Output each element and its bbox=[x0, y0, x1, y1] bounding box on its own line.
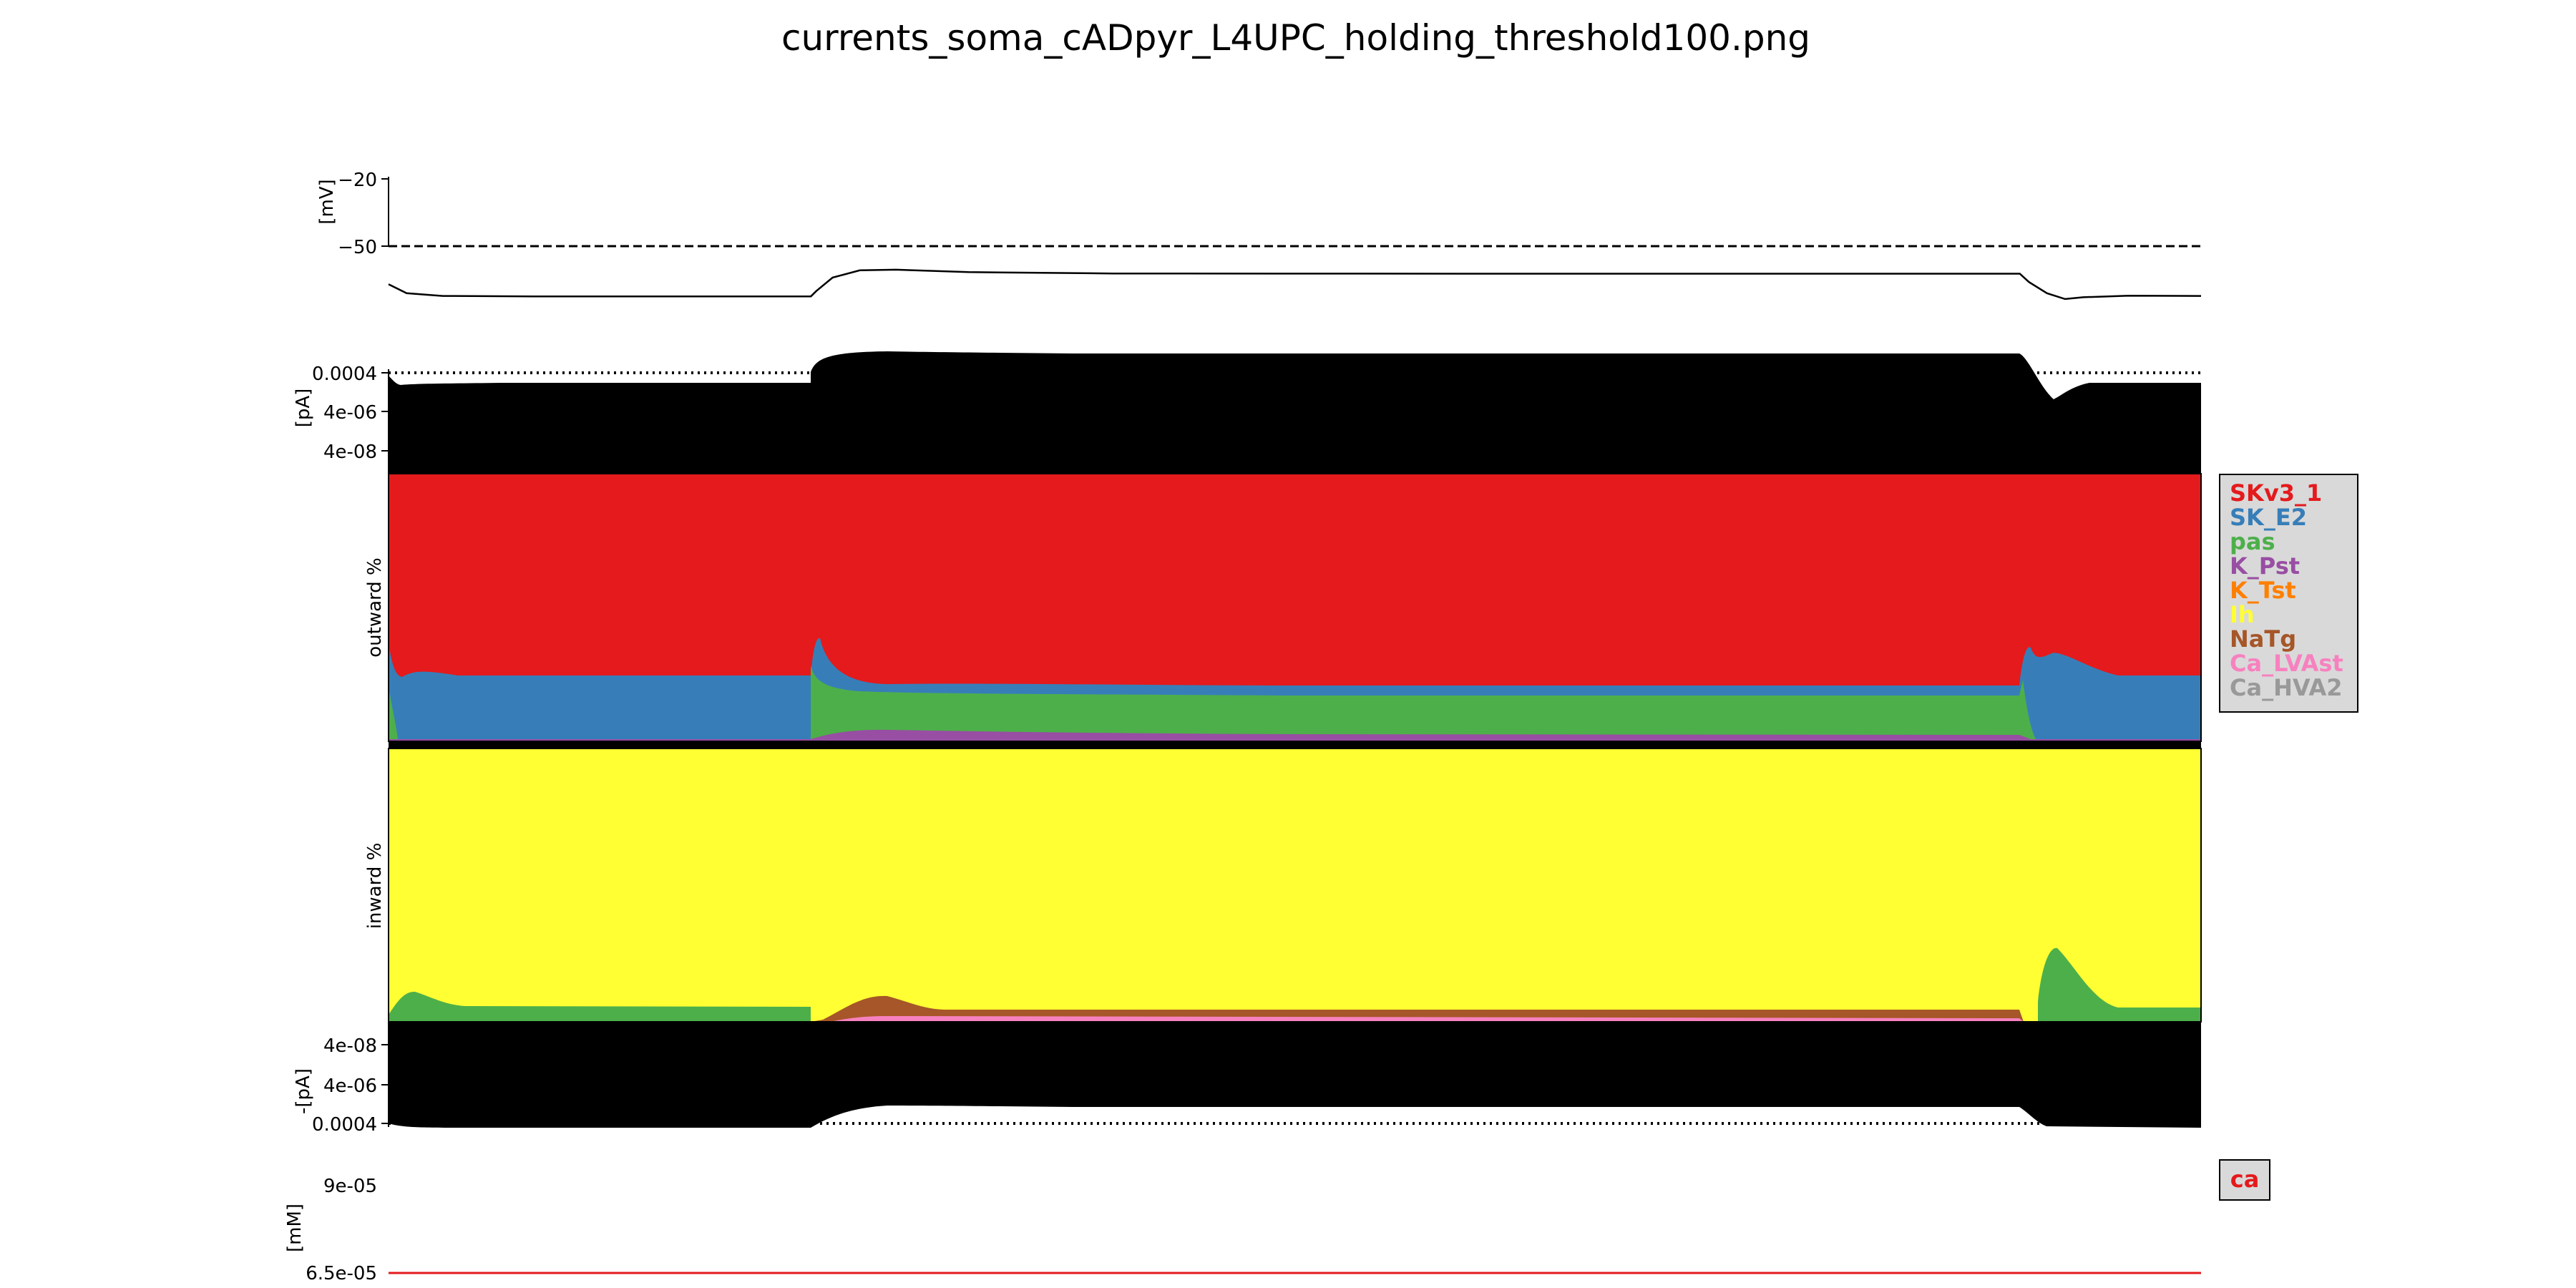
legend-item-Ca_LVAst: Ca_LVAst bbox=[2230, 650, 2343, 677]
series-Ih-area bbox=[389, 748, 2201, 1022]
legend-item-Ih: Ih bbox=[2230, 601, 2255, 628]
calcium-y-label: [mM] bbox=[284, 1204, 306, 1252]
series-pas-inward-area bbox=[389, 991, 811, 1022]
legend-item-K_Pst: K_Pst bbox=[2230, 552, 2300, 580]
ca-legend: ca bbox=[2219, 1159, 2270, 1201]
outward-percent-panel: outward % bbox=[364, 473, 2202, 742]
inward-tick-label: 4e-06 bbox=[323, 1075, 377, 1097]
legend-item-pas: pas bbox=[2230, 528, 2275, 555]
ca-legend-frame bbox=[2219, 1159, 2270, 1201]
outward-y-label: [pA] bbox=[293, 389, 314, 428]
calcium-tick-label: 6.5e-05 bbox=[306, 1263, 377, 1284]
calcium-panel: 9e-05 6.5e-05 [mM] bbox=[284, 1176, 2201, 1284]
outward-tick-label: 4e-08 bbox=[323, 441, 377, 463]
outward-total-area bbox=[389, 351, 2201, 474]
legend-frame bbox=[2219, 474, 2358, 713]
inward-tick-label: 0.0004 bbox=[312, 1114, 377, 1136]
figure-title: currents_soma_cADpyr_L4UPC_holding_thres… bbox=[781, 17, 1810, 59]
inward-percent-y-label: inward % bbox=[364, 843, 386, 930]
legend-item-K_Tst: K_Tst bbox=[2230, 577, 2296, 604]
series-pas-area bbox=[389, 665, 2201, 741]
legend-item-SK_E2: SK_E2 bbox=[2230, 504, 2307, 531]
inward-percent-panel: inward % bbox=[364, 748, 2202, 1023]
ca-legend-label: ca bbox=[2230, 1166, 2260, 1193]
voltage-panel: −20 −50 [mV] bbox=[316, 170, 2202, 301]
outward-tick-label: 4e-06 bbox=[323, 402, 377, 424]
voltage-tick-label: −50 bbox=[338, 237, 377, 258]
calcium-tick-label: 9e-05 bbox=[323, 1176, 377, 1197]
inward-total-panel: 4e-08 4e-06 0.0004 -[pA] bbox=[293, 1022, 2201, 1136]
inward-total-area bbox=[389, 1022, 2201, 1128]
outward-total-panel: 0.0004 4e-06 4e-08 [pA] bbox=[293, 351, 2201, 474]
outward-tick-label: 0.0004 bbox=[312, 364, 377, 385]
inward-tick-label: 4e-08 bbox=[323, 1035, 377, 1057]
legend-item-Ca_HVA2: Ca_HVA2 bbox=[2230, 674, 2342, 701]
outward-percent-y-label: outward % bbox=[364, 557, 386, 657]
legend-item-NaTg: NaTg bbox=[2230, 625, 2296, 653]
legend: SKv3_1 SK_E2 pas K_Pst K_Tst Ih NaTg Ca_… bbox=[2219, 474, 2358, 713]
voltage-trace bbox=[388, 268, 2202, 301]
inward-y-label: -[pA] bbox=[293, 1068, 314, 1114]
series-pas-inward-area-late bbox=[2038, 947, 2201, 1022]
panel-separator bbox=[389, 741, 2201, 748]
series-NaTg-area bbox=[811, 995, 2024, 1022]
voltage-tick-label: −20 bbox=[338, 170, 377, 191]
series-Ca_LVAst-area bbox=[811, 1016, 2024, 1022]
voltage-y-label: [mV] bbox=[316, 179, 338, 224]
series-K_Pst-area bbox=[389, 729, 2201, 741]
legend-item-SKv3_1: SKv3_1 bbox=[2230, 479, 2322, 507]
